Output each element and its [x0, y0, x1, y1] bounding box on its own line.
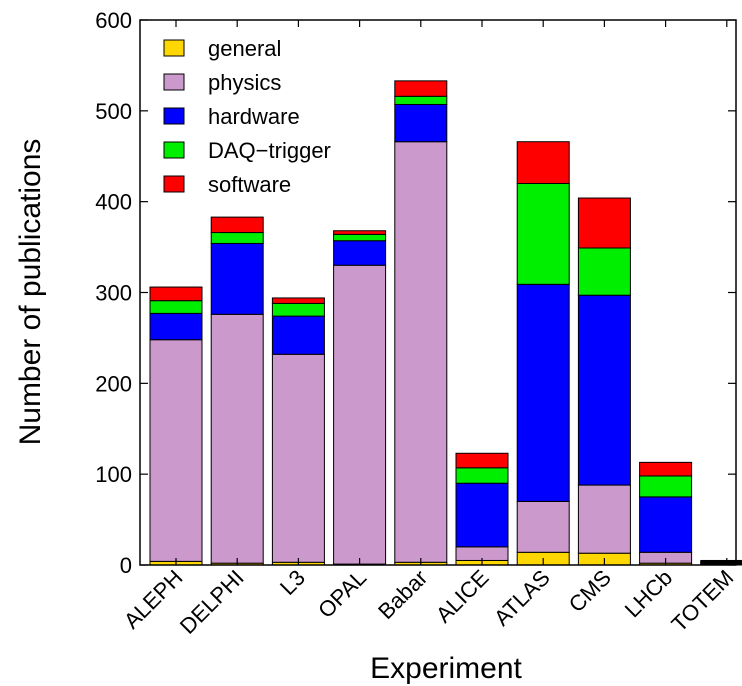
bar-segment-alice-hardware — [455, 482, 509, 548]
x-axis-title: Experiment — [370, 652, 522, 685]
y-tick-label: 400 — [95, 190, 132, 215]
y-tick-label: 200 — [95, 371, 132, 396]
bar-segment-atlas-software — [516, 141, 570, 184]
bar-segment-opal-daq-trigger — [333, 233, 387, 242]
bar-segment-lhcb-hardware — [639, 496, 693, 553]
bar-segment-aleph-software — [149, 286, 203, 302]
bar-segment-aleph-daq-trigger — [149, 300, 203, 314]
bar-segment-cms-software — [577, 197, 631, 249]
x-tick-label-alice: ALICE — [431, 565, 494, 628]
x-tick-label-atlas: ATLAS — [489, 565, 555, 631]
bar-segment-l3-software — [271, 297, 325, 304]
legend-label-physics: physics — [208, 70, 281, 95]
legend-swatch-physics — [163, 73, 185, 91]
legend: general physics hardware DAQ−trigger softwar… — [163, 36, 331, 197]
bar-segment-atlas-hardware — [516, 283, 570, 502]
legend-swatch-general — [163, 39, 185, 57]
bar-segment-opal-hardware — [333, 240, 387, 266]
bar-segment-l3-hardware — [271, 315, 325, 355]
legend-swatch-hardware — [163, 107, 185, 125]
bar-segment-cms-physics — [577, 484, 631, 554]
y-tick-label: 0 — [120, 553, 132, 578]
x-tick-label-lhcb: LHCb — [620, 565, 677, 622]
x-tick-label-opal: OPAL — [313, 565, 371, 623]
x-tick-label-babar: Babar — [373, 565, 432, 624]
x-tick-label-l3: L3 — [275, 565, 310, 600]
y-tick-label: 600 — [95, 8, 132, 33]
x-tick-label-totem: TOTEM — [666, 565, 738, 637]
bar-layer — [149, 80, 742, 566]
bar-segment-alice-software — [455, 452, 509, 469]
bar-segment-lhcb-software — [639, 461, 693, 477]
bar-segment-delphi-hardware — [210, 242, 264, 315]
bar-segment-babar-physics — [394, 141, 448, 563]
bar-segment-babar-daq-trigger — [394, 95, 448, 105]
x-tick-label-delphi: DELPHI — [175, 565, 249, 639]
legend-label-daq-trigger: DAQ−trigger — [208, 138, 331, 163]
bar-segment-opal-physics — [333, 264, 387, 565]
legend-swatch-daq-trigger — [163, 141, 185, 159]
bar-segment-aleph-physics — [149, 339, 203, 562]
y-tick-label: 100 — [95, 462, 132, 487]
bar-segment-delphi-daq-trigger — [210, 232, 264, 244]
bar-segment-alice-daq-trigger — [455, 467, 509, 484]
y-tick-label: 300 — [95, 281, 132, 306]
bar-segment-lhcb-daq-trigger — [639, 475, 693, 498]
bar-segment-l3-daq-trigger — [271, 302, 325, 317]
bar-segment-cms-daq-trigger — [577, 247, 631, 296]
x-tick-label-cms: CMS — [564, 565, 616, 617]
legend-label-software: software — [208, 172, 291, 197]
bar-segment-delphi-physics — [210, 313, 264, 564]
bar-segment-aleph-hardware — [149, 312, 203, 341]
bar-segment-opal-software — [333, 230, 387, 235]
legend-swatch-software — [163, 175, 185, 193]
bar-segment-atlas-physics — [516, 500, 570, 553]
y-axis-title: Number of publications — [14, 139, 47, 446]
bar-segment-cms-hardware — [577, 294, 631, 486]
bar-segment-babar-hardware — [394, 103, 448, 143]
bar-segment-delphi-software — [210, 216, 264, 234]
bar-segment-babar-software — [394, 80, 448, 97]
legend-label-hardware: hardware — [208, 104, 300, 129]
bar-segment-l3-physics — [271, 353, 325, 563]
legend-label-general: general — [208, 36, 281, 61]
y-tick-label: 500 — [95, 99, 132, 124]
bar-segment-atlas-daq-trigger — [516, 183, 570, 285]
